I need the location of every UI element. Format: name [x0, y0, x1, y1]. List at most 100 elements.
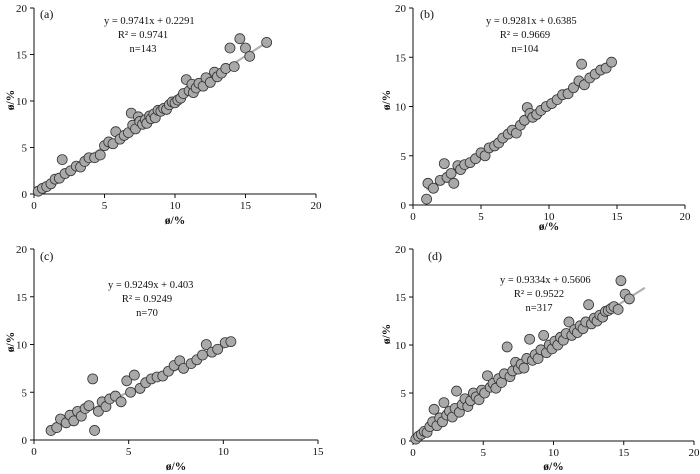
x-tick-label: 5	[126, 446, 132, 458]
data-point	[125, 386, 136, 398]
x-tick-label: 5	[481, 447, 487, 459]
data-point	[240, 42, 251, 54]
regression-equation: y = 0.9334x + 0.5606	[500, 275, 591, 286]
data-point	[224, 42, 236, 54]
x-axis-title: ø/%	[165, 215, 185, 227]
sample-size-label: n=143	[130, 44, 157, 55]
regression-equation: y = 0.9741x + 0.2291	[104, 16, 195, 27]
x-tick-label: 5	[478, 211, 484, 223]
x-tick-label: 20	[680, 211, 692, 223]
data-point	[128, 369, 140, 381]
data-point	[615, 275, 627, 287]
y-tick-label: 5	[22, 387, 28, 399]
y-tick-label: 10	[16, 96, 28, 108]
data-point	[204, 77, 216, 88]
data-point	[612, 304, 624, 315]
data-point	[197, 349, 208, 361]
data-point	[89, 425, 100, 436]
regression-equation: y = 0.9281x + 0.6385	[486, 16, 577, 27]
y-tick-label: 15	[395, 292, 407, 304]
data-point	[427, 182, 439, 194]
x-tick-label: 10	[218, 446, 230, 458]
y-tick-label: 0	[401, 200, 407, 212]
data-point	[451, 385, 462, 397]
data-point	[225, 336, 237, 348]
panel-label: (d)	[428, 249, 442, 263]
x-tick-label: 20	[689, 447, 700, 459]
x-axis-title: ø/%	[539, 221, 559, 233]
y-tick-label: 20	[16, 244, 28, 256]
y-tick-label: 5	[401, 388, 407, 400]
data-point	[83, 400, 95, 412]
panel-label: (b)	[420, 7, 434, 21]
y-axis-title: ø/%	[381, 324, 393, 344]
y-tick-label: 15	[16, 292, 28, 304]
x-axis-title: ø/%	[166, 461, 186, 473]
y-tick-label: 20	[395, 3, 407, 15]
data-point	[438, 397, 450, 409]
x-tick-label: 15	[612, 211, 624, 223]
panel-label: (a)	[40, 7, 53, 21]
y-tick-label: 10	[395, 340, 407, 352]
y-tick-label: 20	[16, 3, 28, 15]
data-point	[87, 373, 99, 385]
data-point	[524, 333, 536, 345]
x-tick-label: 10	[544, 211, 556, 223]
r-squared-label: R² = 0.9741	[118, 30, 168, 41]
data-point	[445, 168, 457, 179]
x-tick-label: 15	[313, 446, 325, 458]
x-tick-label: 15	[618, 447, 630, 459]
data-point	[576, 58, 588, 70]
y-tick-label: 0	[22, 435, 28, 447]
data-point	[448, 177, 460, 189]
y-tick-label: 20	[395, 244, 407, 256]
x-tick-label: 20	[311, 200, 323, 212]
y-axis-title: ø/%	[5, 332, 17, 352]
x-tick-label: 10	[170, 200, 182, 212]
y-tick-label: 15	[16, 50, 28, 62]
sample-size-label: n=317	[526, 303, 553, 314]
data-point	[482, 370, 493, 382]
data-point	[261, 37, 273, 48]
x-axis-title: ø/%	[543, 461, 563, 473]
data-point	[94, 149, 106, 161]
y-tick-label: 0	[22, 189, 28, 201]
data-point	[623, 293, 635, 305]
y-tick-label: 10	[395, 102, 407, 114]
y-axis-title: ø/%	[381, 90, 393, 110]
data-point	[92, 405, 104, 417]
data-point	[501, 341, 513, 353]
x-tick-label: 10	[548, 447, 560, 459]
x-tick-label: 15	[240, 200, 252, 212]
data-point	[421, 193, 433, 205]
sample-size-label: n=70	[136, 308, 158, 319]
x-tick-label: 0	[31, 446, 37, 458]
panel-label: (c)	[40, 249, 53, 263]
y-tick-label: 0	[401, 436, 407, 448]
x-tick-label: 0	[410, 447, 416, 459]
data-point	[428, 403, 440, 415]
data-point	[563, 316, 575, 328]
y-tick-label: 5	[401, 151, 407, 163]
r-squared-label: R² = 0.9522	[514, 289, 564, 300]
x-tick-label: 0	[31, 200, 37, 212]
data-point	[583, 299, 595, 311]
y-tick-label: 5	[22, 143, 28, 155]
data-point	[228, 61, 240, 72]
data-point	[212, 343, 224, 355]
y-tick-label: 15	[395, 52, 407, 64]
x-tick-label: 0	[410, 211, 416, 223]
data-point	[606, 56, 617, 68]
data-point	[518, 362, 530, 374]
data-point	[68, 415, 80, 427]
data-point	[115, 396, 127, 408]
regression-equation: y = 0.9249x + 0.403	[108, 280, 193, 291]
data-point	[438, 158, 450, 170]
r-squared-label: R² = 0.9249	[122, 294, 172, 305]
data-point	[244, 50, 256, 62]
sample-size-label: n=104	[512, 44, 540, 55]
data-point	[178, 362, 189, 374]
data-point	[56, 154, 68, 165]
data-point	[121, 375, 133, 387]
